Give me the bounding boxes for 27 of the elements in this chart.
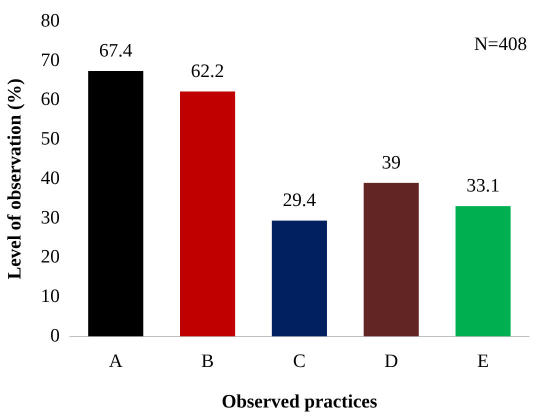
- x-tick-label: D: [384, 350, 398, 372]
- y-tick-label: 40: [40, 168, 60, 189]
- data-label: 33.1: [466, 176, 500, 197]
- y-tick-label: 10: [40, 286, 60, 308]
- y-tick-label: 60: [40, 89, 60, 110]
- bar: [272, 220, 327, 336]
- annotation: N=408: [474, 34, 527, 55]
- y-tick-label: 20: [40, 246, 60, 268]
- bar: [456, 206, 511, 336]
- bar: [180, 91, 236, 336]
- x-tick-label: A: [108, 350, 123, 372]
- y-tick-label: 80: [40, 10, 60, 32]
- x-axis-title: Observed practices: [222, 392, 378, 413]
- data-label: 62.2: [190, 60, 224, 82]
- x-tick-label: B: [201, 350, 214, 372]
- y-axis-title: Level of observation (%): [4, 78, 26, 280]
- data-label: 29.4: [282, 190, 317, 212]
- y-tick-label: 0: [50, 325, 60, 346]
- data-label: 39: [382, 152, 401, 174]
- y-tick-label: 50: [40, 128, 60, 150]
- x-tick-label: E: [477, 350, 489, 372]
- data-label: 67.4: [99, 40, 133, 62]
- y-tick-label: 30: [40, 207, 60, 228]
- y-tick-label: 70: [40, 50, 60, 71]
- bar: [364, 182, 419, 336]
- bar: [88, 71, 144, 336]
- x-tick-label: C: [293, 350, 306, 372]
